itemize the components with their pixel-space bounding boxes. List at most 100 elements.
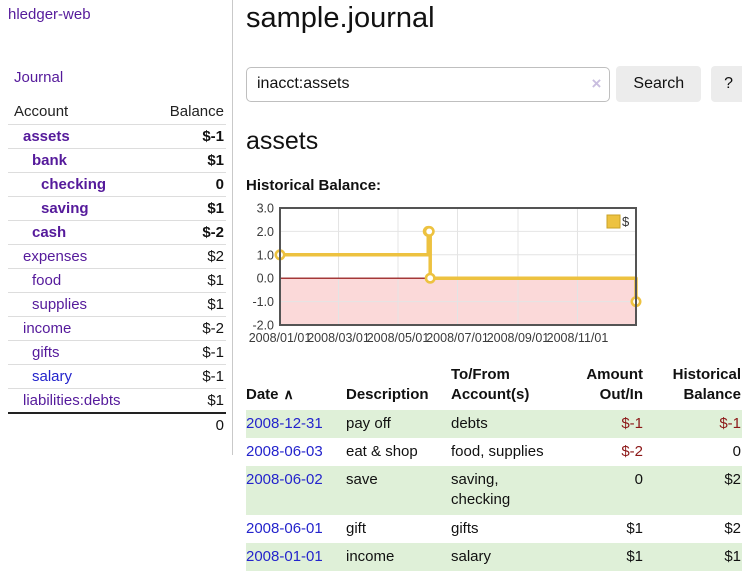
plot-border: [279, 207, 637, 326]
date-cell: 2008-06-01: [246, 515, 346, 543]
account-row: bank $1: [8, 148, 226, 173]
transaction-row: 2008-01-01 income salary $1 $1: [246, 542, 742, 571]
date-link[interactable]: 2008-06-03: [246, 442, 323, 460]
amount-cell: $1: [626, 547, 643, 565]
accounts-column-header: To/From Account(s): [451, 366, 530, 404]
date-link[interactable]: 2008-01-01: [246, 547, 323, 565]
account-link-gifts[interactable]: gifts: [32, 344, 60, 361]
chart-svg: $3.0 2.0 1.0 0.0 -1.0 -2.02008/01/012008/03/0…: [249, 202, 642, 345]
description-cell: save: [346, 471, 378, 488]
amount-column-header: Amount Out/In: [586, 366, 643, 404]
account-link-supplies[interactable]: supplies: [32, 296, 88, 313]
date-cell: 2008-12-31: [246, 410, 346, 438]
account-balance: $-1: [149, 124, 226, 149]
balance-cell: $2: [724, 471, 741, 488]
historical-balance-chart: $3.0 2.0 1.0 0.0 -1.0 -2.0 2008/01/01 2008/03/0…: [246, 202, 742, 348]
transaction-row: 2008-06-02 save saving, checking 0 $2: [246, 466, 742, 515]
account-row: income $-2: [8, 316, 226, 341]
account-row: assets $-1: [8, 124, 226, 149]
date-column-header[interactable]: Date ∧: [246, 386, 294, 404]
account-balance: $1: [149, 196, 226, 221]
date-link[interactable]: 2008-12-31: [246, 414, 323, 432]
y-tick-label: 2.0: [257, 225, 274, 239]
accounts-cell: salary: [451, 547, 492, 565]
x-tick-label: 2008/11/01: [547, 331, 609, 345]
account-link-liabilities-debts[interactable]: liabilities:debts: [23, 392, 121, 409]
description-column-header: Description: [346, 386, 429, 404]
accounts-total-value: 0: [149, 412, 226, 437]
x-tick-label: 2008/01/01: [249, 331, 312, 345]
account-balance: $1: [149, 292, 226, 317]
account-row: liabilities:debts $1: [8, 388, 226, 413]
account-balance: $-2: [149, 316, 226, 341]
account-row: gifts $-1: [8, 340, 226, 365]
legend-label: $: [622, 214, 630, 229]
account-balance: $1: [149, 268, 226, 293]
balance-cell: $1: [724, 547, 741, 565]
sidebar: hledger-web Journal Account Balance asse…: [0, 0, 233, 455]
sort-ascending-icon: ∧: [283, 386, 294, 403]
date-cell: 2008-01-01: [246, 543, 346, 571]
account-link-cash[interactable]: cash: [32, 224, 67, 241]
account-balance: $-1: [149, 364, 226, 389]
y-tick-label: 0.0: [257, 272, 274, 286]
transaction-row: 2008-06-03 eat & shop food, supplies $-2 0: [246, 438, 742, 466]
balance-column-header: Balance: [169, 103, 224, 120]
accounts-cell: food, supplies: [451, 442, 544, 460]
description-cell: gift: [346, 519, 367, 537]
account-row: cash $-2: [8, 220, 226, 245]
accounts-cell: saving, checking: [451, 471, 511, 509]
account-balance: $1: [149, 388, 226, 413]
description-cell: eat & shop: [346, 442, 418, 460]
account-link-food[interactable]: food: [32, 272, 62, 289]
transaction-row: 2008-06-01 gift gifts $1 $2: [246, 515, 742, 543]
y-tick-label: 3.0: [257, 202, 274, 216]
account-balance: $-2: [149, 220, 226, 245]
account-column-header: Account: [14, 103, 69, 120]
accounts-total-row: 0: [8, 412, 226, 437]
date-cell: 2008-06-03: [246, 438, 346, 466]
account-row: saving $1: [8, 196, 226, 221]
account-link-expenses[interactable]: expenses: [23, 248, 88, 265]
date-cell: 2008-06-02: [246, 466, 346, 515]
search-button[interactable]: Search: [616, 66, 702, 102]
account-balance: $-1: [149, 340, 226, 365]
y-tick-label: -2.0: [252, 319, 274, 333]
account-balance: $1: [149, 148, 226, 173]
accounts-header-row: Account Balance: [8, 100, 226, 125]
date-link[interactable]: 2008-06-02: [246, 471, 323, 488]
journal-link[interactable]: Journal: [14, 69, 64, 86]
account-link-assets[interactable]: assets: [23, 128, 70, 145]
register-header-row: Date ∧ Description To/From Account(s) Amo…: [246, 363, 742, 410]
balance-column-header: Historical Balance: [672, 366, 741, 404]
account-link-saving[interactable]: saving: [41, 200, 89, 217]
app-title-link[interactable]: hledger-web: [8, 6, 91, 23]
account-row: salary $-1: [8, 364, 226, 389]
data-point-marker: [424, 272, 436, 284]
page-title: sample.journal: [246, 2, 435, 34]
data-point-marker: [423, 225, 435, 237]
help-button[interactable]: ?: [711, 66, 742, 102]
accounts-cell: debts: [451, 414, 488, 432]
x-tick-label: 2008/05/01: [367, 331, 430, 345]
clear-search-icon[interactable]: ×: [591, 73, 602, 93]
main-content: sample.journal × Search ? assets Histori…: [233, 0, 742, 571]
account-link-salary[interactable]: salary: [32, 368, 73, 385]
account-balance: $2: [149, 244, 226, 269]
search-input[interactable]: [246, 66, 611, 102]
search-bar: × Search ?: [246, 66, 742, 102]
y-tick-label: 1.0: [257, 248, 274, 262]
x-tick-label: 2008/07/01: [426, 331, 489, 345]
account-link-bank[interactable]: bank: [32, 152, 68, 169]
account-balance: 0: [149, 172, 226, 197]
date-link[interactable]: 2008-06-01: [246, 519, 323, 537]
account-link-income[interactable]: income: [23, 320, 72, 337]
chart-title: Historical Balance:: [246, 177, 382, 194]
account-row: food $1: [8, 268, 226, 293]
amount-cell: $1: [626, 519, 643, 537]
account-link-checking[interactable]: checking: [41, 176, 107, 193]
description-cell: pay off: [346, 414, 391, 432]
accounts-cell: gifts: [451, 519, 479, 537]
description-cell: income: [346, 547, 395, 565]
